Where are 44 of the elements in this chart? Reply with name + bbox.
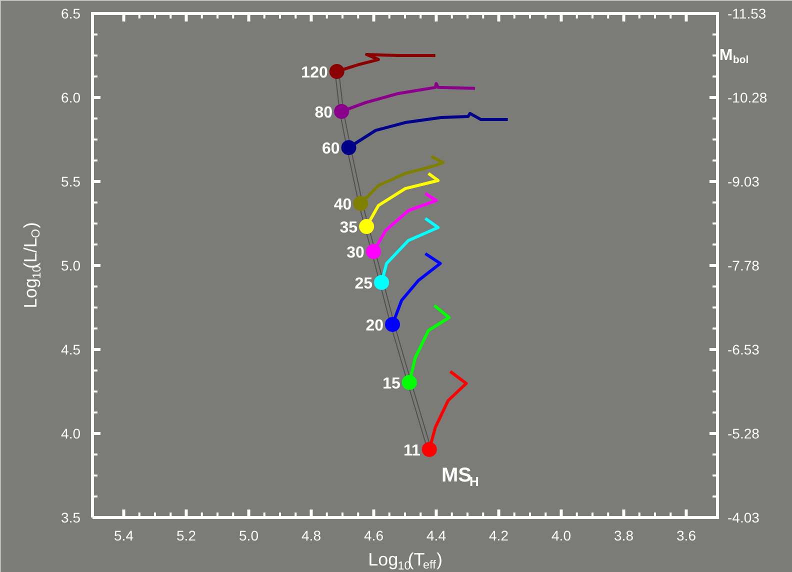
y2-tick-label: -10.28: [728, 90, 768, 106]
point: [366, 244, 381, 260]
y2-tick-label: -6.53: [728, 342, 760, 358]
series-label: 15: [382, 375, 400, 392]
x-tick-label: 5.2: [176, 528, 196, 544]
x-tick-label: 4.8: [302, 528, 322, 544]
y-tick-label: 6.0: [61, 90, 81, 106]
y-tick-label: 6.5: [61, 6, 81, 22]
point: [329, 64, 344, 79]
y-tick-label: 5.0: [61, 258, 81, 274]
x-tick-label: 3.8: [614, 528, 634, 544]
series-label: 120: [301, 64, 328, 82]
point: [374, 274, 390, 290]
x-tick-label: 4.4: [426, 528, 446, 544]
y2-tick-label: -5.28: [728, 426, 760, 442]
y-tick-label: 5.5: [61, 174, 81, 190]
y-tick-label: 4.5: [61, 342, 81, 358]
series-label: 20: [366, 317, 384, 334]
point: [341, 140, 356, 156]
point: [402, 374, 417, 390]
point: [385, 316, 400, 332]
series-label: 25: [354, 275, 373, 292]
point: [353, 196, 368, 211]
y2-tick-label: -4.03: [728, 510, 760, 526]
series-label: 60: [322, 140, 340, 158]
x-tick-label: 5.4: [114, 528, 134, 544]
series-label: 11: [403, 442, 420, 460]
series-label: 35: [340, 220, 358, 237]
x-tick-label: 5.0: [239, 528, 259, 544]
series-label: 40: [334, 196, 352, 214]
series-label: 80: [314, 104, 333, 122]
x-tick-label: 4.0: [552, 528, 572, 544]
x-tick-label: 4.6: [364, 528, 384, 544]
y2-tick-label: -7.78: [728, 258, 760, 274]
y2-tick-label: -9.03: [728, 174, 760, 190]
x-tick-label: 4.2: [489, 528, 509, 544]
point: [422, 442, 437, 457]
y2-tick-label: -11.53: [728, 6, 766, 22]
y-tick-label: 3.5: [61, 510, 81, 526]
point: [359, 219, 374, 234]
y-tick-label: 4.0: [61, 426, 81, 442]
x-tick-label: 3.6: [676, 528, 696, 544]
series-label: 30: [346, 244, 365, 262]
point: [334, 104, 350, 119]
